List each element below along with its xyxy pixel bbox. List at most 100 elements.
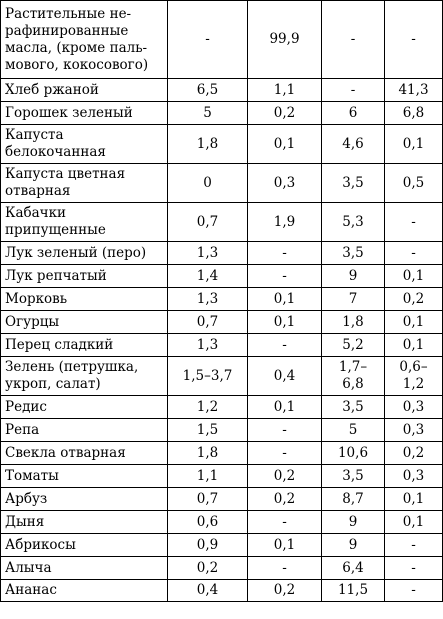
- value-cell-col1: 1,5: [167, 418, 248, 442]
- value-cell-col4: 0,1: [384, 510, 443, 534]
- value-cell-col1: 1,8: [167, 124, 248, 164]
- product-name-cell: Редис: [0, 395, 168, 419]
- product-name-cell: Растительные не-рафинированные масла, (кр…: [0, 0, 168, 79]
- value-cell-col4: 0,6– 1,2: [384, 356, 443, 396]
- table-row: Лук репчатый 1,4-9 0,1: [0, 264, 443, 288]
- value-cell-col1: 0,7: [167, 202, 248, 242]
- table-row: Томаты 1,1 0,2 3,5 0,3: [0, 464, 443, 488]
- value-cell-col1: 1,3: [167, 287, 248, 311]
- value-cell-col1: 1,8: [167, 441, 248, 465]
- value-cell-col1: 0: [167, 163, 248, 203]
- value-cell-col2: 0,2: [247, 487, 322, 511]
- product-name-cell: Абрикосы: [0, 533, 168, 557]
- table-row: Кабачки припущенные 0,7 1,9 5,3-: [0, 202, 443, 242]
- table-row: Морковь 1,3 0,1 7 0,2: [0, 287, 443, 311]
- value-cell-col2: 0,4: [247, 356, 322, 396]
- value-cell-col4: -: [384, 241, 443, 265]
- value-cell-col1: 1,3: [167, 241, 248, 265]
- value-cell-col4: -: [384, 579, 443, 602]
- value-cell-col2: 0,2: [247, 101, 322, 125]
- value-cell-col2: 1,1: [247, 78, 322, 102]
- value-cell-col4: 0,3: [384, 418, 443, 442]
- value-cell-col1: 1,4: [167, 264, 248, 288]
- value-cell-col1: 0,9: [167, 533, 248, 557]
- product-name-cell: Огурцы: [0, 310, 168, 334]
- value-cell-col3: 10,6: [321, 441, 385, 465]
- product-name-cell: Капуста цветная отварная: [0, 163, 168, 203]
- value-cell-col2: -: [247, 510, 322, 534]
- value-cell-col1: 0,7: [167, 310, 248, 334]
- value-cell-col2: -: [247, 333, 322, 357]
- value-cell-col3: 1,8: [321, 310, 385, 334]
- value-cell-col4: 0,3: [384, 464, 443, 488]
- value-cell-col4: 0,1: [384, 333, 443, 357]
- value-cell-col2: 99,9: [247, 0, 322, 79]
- value-cell-col2: -: [247, 241, 322, 265]
- product-name-cell: Лук репчатый: [0, 264, 168, 288]
- value-cell-col4: 0,2: [384, 441, 443, 465]
- value-cell-col4: 0,1: [384, 124, 443, 164]
- table-row: Дыня 0,6-9 0,1: [0, 510, 443, 534]
- table-row: Арбуз 0,7 0,2 8,7 0,1: [0, 487, 443, 511]
- value-cell-col3: -: [321, 0, 385, 79]
- table-row: Капуста белокочанная 1,8 0,1 4,6 0,1: [0, 124, 443, 164]
- value-cell-col4: -: [384, 202, 443, 242]
- value-cell-col4: 0,1: [384, 310, 443, 334]
- table-row: Лук зеленый (перо) 1,3-3,5-: [0, 241, 443, 265]
- product-name-cell: Хлеб ржаной: [0, 78, 168, 102]
- table-row: Хлеб ржаной 6,5 1,1-41,3: [0, 78, 443, 102]
- product-name-cell: Зелень (петрушка, укроп, салат): [0, 356, 168, 396]
- value-cell-col2: -: [247, 264, 322, 288]
- value-cell-col2: 0,3: [247, 163, 322, 203]
- product-name-cell: Морковь: [0, 287, 168, 311]
- product-name-cell: Капуста белокочанная: [0, 124, 168, 164]
- table-row: Абрикосы 0,9 0,1 9-: [0, 533, 443, 557]
- value-cell-col4: 0,1: [384, 264, 443, 288]
- table-row: Перец сладкий 1,3-5,2 0,1: [0, 333, 443, 357]
- value-cell-col3: 5,3: [321, 202, 385, 242]
- value-cell-col2: 0,2: [247, 579, 322, 602]
- value-cell-col1: 1,5–3,7: [167, 356, 248, 396]
- value-cell-col3: 3,5: [321, 395, 385, 419]
- value-cell-col3: 9: [321, 510, 385, 534]
- value-cell-col1: 0,7: [167, 487, 248, 511]
- product-name-cell: Томаты: [0, 464, 168, 488]
- product-name-cell: Репа: [0, 418, 168, 442]
- product-name-cell: Перец сладкий: [0, 333, 168, 357]
- value-cell-col4: -: [384, 533, 443, 557]
- table-row: Редис 1,2 0,1 3,5 0,3: [0, 395, 443, 419]
- value-cell-col2: 0,1: [247, 310, 322, 334]
- value-cell-col4: 41,3: [384, 78, 443, 102]
- value-cell-col4: 0,3: [384, 395, 443, 419]
- value-cell-col3: -: [321, 78, 385, 102]
- value-cell-col1: 6,5: [167, 78, 248, 102]
- table-row: Зелень (петрушка, укроп, салат) 1,5–3,7 0,4…: [0, 356, 443, 396]
- value-cell-col3: 9: [321, 533, 385, 557]
- value-cell-col4: -: [384, 556, 443, 580]
- value-cell-col4: 6,8: [384, 101, 443, 125]
- product-name-cell: Ананас: [0, 579, 168, 602]
- value-cell-col3: 5: [321, 418, 385, 442]
- value-cell-col3: 5,2: [321, 333, 385, 357]
- value-cell-col2: 0,1: [247, 395, 322, 419]
- value-cell-col1: 0,6: [167, 510, 248, 534]
- value-cell-col2: 1,9: [247, 202, 322, 242]
- product-name-cell: Алыча: [0, 556, 168, 580]
- value-cell-col3: 11,5: [321, 579, 385, 602]
- product-name-cell: Горошек зеленый: [0, 101, 168, 125]
- value-cell-col1: 1,3: [167, 333, 248, 357]
- table-row: Растительные не-рафинированные масла, (кр…: [0, 0, 443, 79]
- value-cell-col1: 0,4: [167, 579, 248, 602]
- value-cell-col4: -: [384, 0, 443, 79]
- value-cell-col2: 0,1: [247, 533, 322, 557]
- table-row: Огурцы 0,7 0,1 1,8 0,1: [0, 310, 443, 334]
- value-cell-col2: 0,1: [247, 287, 322, 311]
- nutrition-table-body: Растительные не-рафинированные масла, (кр…: [0, 0, 443, 602]
- value-cell-col3: 3,5: [321, 464, 385, 488]
- product-name-cell: Кабачки припущенные: [0, 202, 168, 242]
- value-cell-col3: 4,6: [321, 124, 385, 164]
- value-cell-col2: -: [247, 441, 322, 465]
- value-cell-col1: 1,2: [167, 395, 248, 419]
- value-cell-col4: 0,2: [384, 287, 443, 311]
- value-cell-col1: 5: [167, 101, 248, 125]
